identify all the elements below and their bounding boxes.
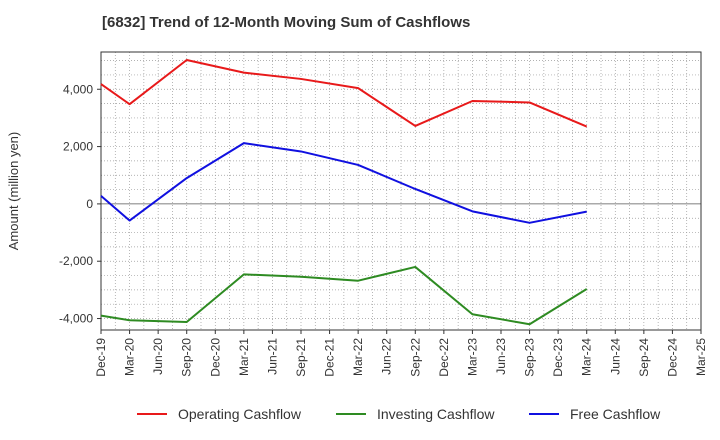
- x-tick-label: Mar-25: [694, 338, 708, 376]
- x-tick-label: Mar-24: [580, 338, 594, 376]
- series-line-investing-cashflow: [100, 265, 588, 326]
- x-tick-label: Mar-21: [237, 338, 251, 376]
- legend-label: Operating Cashflow: [178, 406, 302, 422]
- x-tick-label: Dec-19: [94, 338, 108, 377]
- y-tick-label: -2,000: [59, 254, 93, 268]
- chart-title: [6832] Trend of 12-Month Moving Sum of C…: [102, 14, 471, 31]
- x-tick-label: Mar-23: [465, 338, 479, 376]
- x-tick-label: Jun-20: [151, 338, 165, 375]
- y-axis-label: Amount (million yen): [6, 132, 21, 251]
- x-tick-label: Jun-23: [494, 338, 508, 375]
- x-tick-label: Sep-21: [294, 338, 308, 377]
- series-line-free-cashflow: [100, 142, 587, 224]
- series-line-operating-cashflow: [100, 59, 588, 128]
- x-tick-label: Sep-23: [523, 338, 537, 377]
- x-tick-label: Dec-23: [551, 338, 565, 377]
- x-tick-label: Dec-21: [323, 338, 337, 377]
- y-tick-label: -4,000: [59, 312, 93, 326]
- x-tick-label: Sep-24: [637, 338, 651, 377]
- legend-label: Investing Cashflow: [377, 406, 495, 422]
- plot-frame: [100, 51, 702, 331]
- y-tick-label: 0: [86, 197, 93, 211]
- x-tick-label: Jun-22: [380, 338, 394, 375]
- legend-label: Free Cashflow: [570, 406, 661, 422]
- x-tick-label: Jun-21: [265, 338, 279, 375]
- x-tick-label: Mar-22: [351, 338, 365, 376]
- y-tick-label: 2,000: [63, 140, 93, 154]
- x-tick-label: Dec-20: [208, 338, 222, 377]
- x-tick-label: Mar-20: [123, 338, 137, 376]
- x-tick-label: Dec-24: [665, 338, 679, 377]
- x-tick-label: Sep-22: [408, 338, 422, 377]
- y-tick-label: 4,000: [63, 82, 93, 96]
- x-tick-label: Dec-22: [437, 338, 451, 377]
- x-tick-label: Sep-20: [180, 338, 194, 377]
- x-tick-label: Jun-24: [608, 338, 622, 375]
